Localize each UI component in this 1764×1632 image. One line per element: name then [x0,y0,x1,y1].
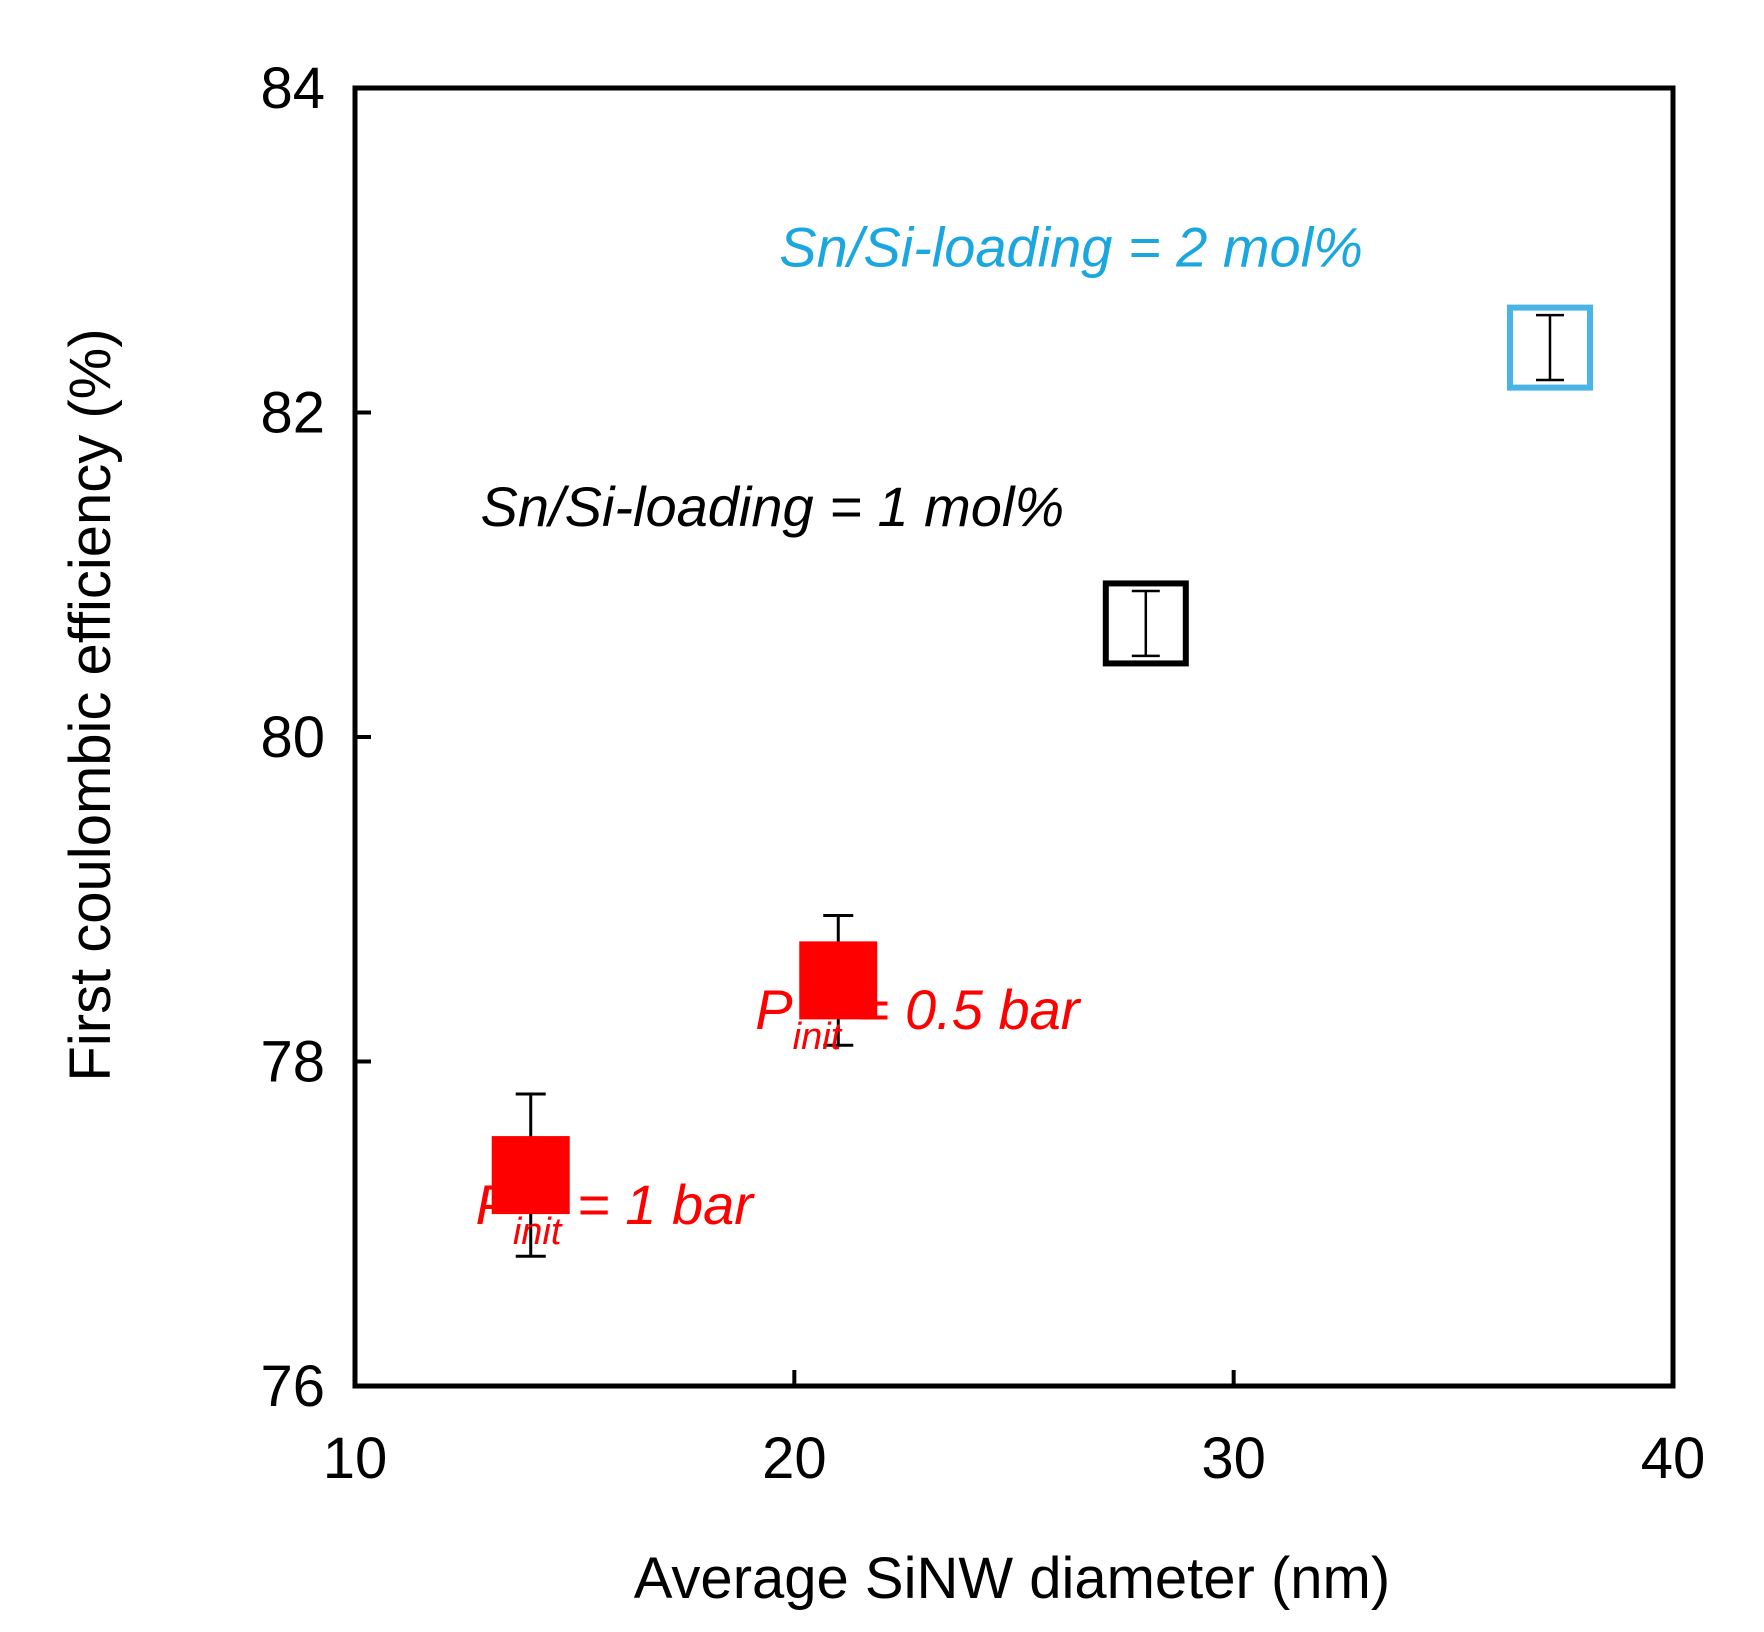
error-bar-series-2-0 [1131,589,1160,658]
y-tick-label-4: 84 [260,56,325,121]
annotation-p05: Pinit = 0.5 bar [755,978,1081,1058]
error-bar-series-3-0 [1535,313,1564,382]
data-markers [491,304,1593,1215]
annotation-sn2: Sn/Si-loading = 2 mol% [779,215,1363,278]
x-tick-label-3: 40 [1641,1426,1706,1491]
x-tick-label-1: 20 [762,1426,827,1491]
annotation-p1: Pinit = 1 bar [476,1173,756,1253]
marker-series-0-0 [491,1136,570,1215]
marker-series-2-0 [1102,580,1189,667]
x-tick-label-2: 30 [1201,1426,1266,1491]
error-bars [515,313,1564,1258]
y-tick-label-2: 80 [260,705,325,770]
x-tick-label-0: 10 [323,1426,388,1491]
x-axis-title: Average SiNW diameter (nm) [634,1546,1390,1611]
annotations: Sn/Si-loading = 2 mol% Sn/Si-loading = 1 … [476,215,1363,1252]
axis-tick-labels: 10 20 30 40 76 78 80 82 84 [260,56,1705,1491]
y-tick-label-0: 76 [260,1354,325,1419]
marker-series-1-0 [799,941,878,1020]
annotation-sn1: Sn/Si-loading = 1 mol% [481,475,1065,538]
axis-ticks [353,86,1675,1388]
y-axis-title: First coulombic efficiency (%) [58,328,123,1081]
marker-series-3-0 [1506,304,1593,391]
y-tick-label-1: 78 [260,1030,325,1095]
y-tick-label-3: 82 [260,381,325,446]
